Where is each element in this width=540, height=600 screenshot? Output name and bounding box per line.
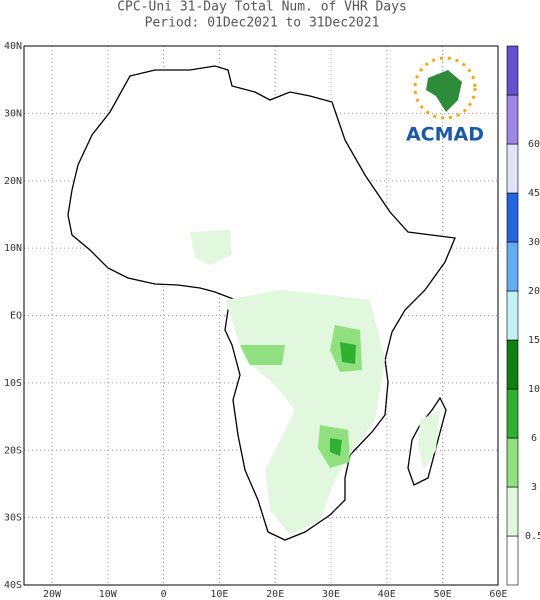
lat-label: 30S: [4, 513, 22, 524]
colorbar-label: 3: [531, 482, 537, 493]
lon-label: 10E: [210, 589, 228, 600]
colorbar-swatch: [506, 290, 519, 341]
rain-area: [330, 438, 342, 456]
logo-africa: [426, 70, 462, 112]
colorbar-label: 30: [528, 237, 540, 248]
colorbar-label: 60: [528, 139, 540, 150]
logo-text: ACMAD: [406, 124, 484, 146]
lat-label: 40N: [4, 41, 22, 52]
colorbar-swatch: [506, 192, 519, 243]
colorbar-swatch: [506, 241, 519, 292]
lat-label: 20S: [4, 445, 22, 456]
colorbar-swatch: [506, 339, 519, 390]
lat-label: 10N: [4, 243, 22, 254]
rain-areas: [190, 230, 440, 535]
lat-label: 30N: [4, 108, 22, 119]
lon-label: 60E: [489, 589, 507, 600]
lat-label: 10S: [4, 378, 22, 389]
lat-label: EQ: [10, 311, 22, 322]
lon-label: 20E: [266, 589, 284, 600]
colorbar-label: 10: [528, 384, 540, 395]
lon-label: 30E: [322, 589, 340, 600]
lon-label: 10W: [99, 589, 118, 600]
colorbar-swatch: [506, 486, 519, 537]
title-line-2: Period: 01Dec2021 to 31Dec2021: [145, 16, 380, 31]
colorbar-swatch: [506, 437, 519, 488]
rain-area: [418, 410, 440, 470]
lat-label: 20N: [4, 176, 22, 187]
colorbar-swatch: [506, 143, 519, 194]
logo: ACMAD: [406, 56, 484, 146]
colorbar-label: 0.5: [525, 531, 540, 542]
lon-label: 50E: [434, 589, 452, 600]
colorbar-swatch: [506, 388, 519, 439]
colorbar-label: 15: [528, 335, 540, 346]
title-line-1: CPC-Uni 31-Day Total Num. of VHR Days: [117, 0, 407, 15]
axis-labels: 20W 10W 0 10E 20E 30E 40E 50E 60E 40N 30N 20N 10N EQ 1…: [4, 41, 507, 600]
colorbar-swatch: [506, 94, 519, 145]
lon-label: 20W: [43, 589, 62, 600]
colorbar-label: 6: [531, 433, 537, 444]
lon-label: 40E: [378, 589, 396, 600]
lat-label: 40S: [4, 580, 22, 591]
map-frame: [23, 45, 499, 586]
colorbar: 0.5 3 6 10 15 20 30 45 60: [506, 45, 540, 586]
rain-area: [240, 345, 285, 365]
colorbar-swatch: [506, 535, 519, 586]
logo-sun: [413, 56, 477, 120]
colorbar-label: 45: [528, 188, 540, 199]
rain-area: [190, 230, 232, 265]
colorbar-swatch: [506, 45, 519, 96]
lon-label: 0: [161, 589, 167, 600]
colorbar-label: 20: [528, 286, 540, 297]
rain-area: [340, 342, 356, 364]
